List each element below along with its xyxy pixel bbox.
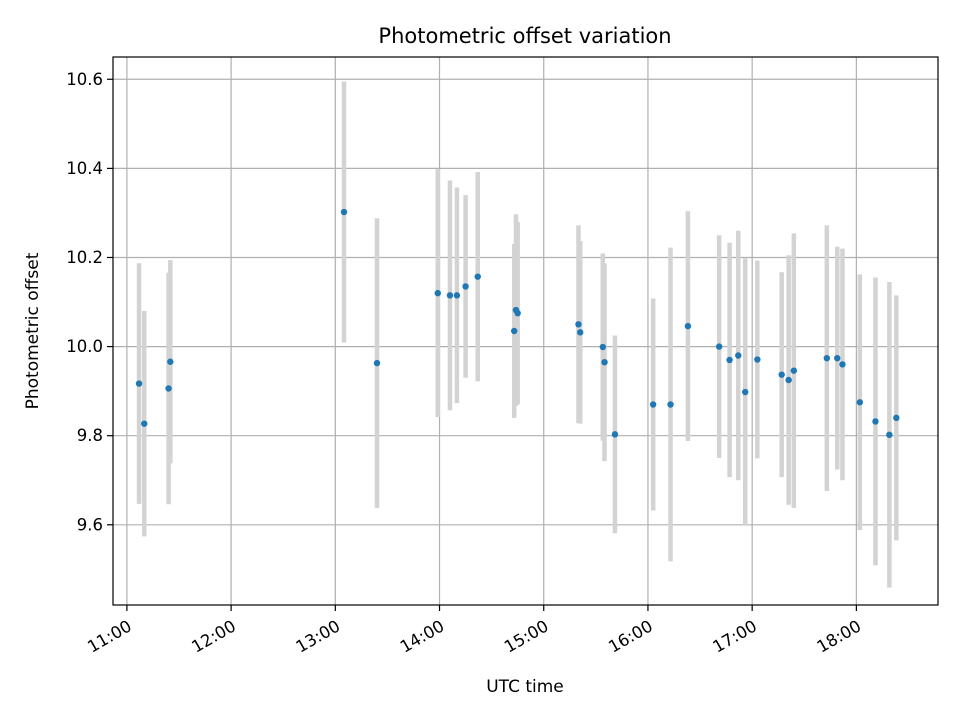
data-point: [575, 321, 582, 328]
data-points: [135, 208, 900, 439]
data-point: [462, 283, 469, 290]
y-tick-label: 10.6: [66, 70, 103, 89]
data-point: [667, 401, 674, 408]
data-point: [839, 361, 846, 368]
data-point: [785, 376, 792, 384]
data-point: [165, 385, 172, 392]
grid: [113, 57, 938, 605]
data-point: [684, 322, 692, 330]
data-point: [856, 399, 864, 406]
y-tick-label: 9.6: [77, 515, 103, 534]
plot-frame: [112, 56, 939, 606]
data-point: [726, 356, 733, 364]
data-point: [599, 343, 606, 351]
data-point: [834, 354, 841, 362]
data-point: [778, 371, 785, 378]
data-point: [886, 431, 893, 439]
data-point: [577, 329, 584, 336]
data-point: [790, 367, 798, 374]
data-point: [649, 401, 657, 408]
data-point: [511, 327, 518, 335]
data-point: [453, 292, 461, 299]
y-axis-label: Photometric offset: [23, 252, 43, 409]
data-point: [893, 414, 900, 422]
chart-title: Photometric offset variation: [378, 24, 671, 48]
data-point: [446, 292, 454, 299]
x-axis-label: UTC time: [486, 677, 564, 697]
data-point: [141, 420, 148, 427]
y-tick-label: 10.2: [66, 248, 103, 267]
data-point: [167, 358, 174, 365]
data-point: [872, 418, 879, 425]
data-point: [434, 289, 441, 297]
data-point: [742, 388, 749, 396]
y-tick-label: 10.4: [66, 159, 103, 178]
data-point: [601, 358, 608, 366]
data-point: [735, 352, 742, 359]
y-tick-label: 9.8: [77, 426, 103, 445]
data-point: [823, 354, 831, 362]
data-point: [474, 273, 481, 280]
data-point: [373, 359, 381, 367]
data-point: [715, 343, 723, 350]
data-point: [754, 356, 761, 363]
data-point: [135, 380, 143, 387]
data-point: [611, 431, 619, 438]
y-tick-label: 10.0: [66, 337, 103, 356]
data-point: [514, 309, 521, 317]
data-point: [340, 208, 348, 216]
